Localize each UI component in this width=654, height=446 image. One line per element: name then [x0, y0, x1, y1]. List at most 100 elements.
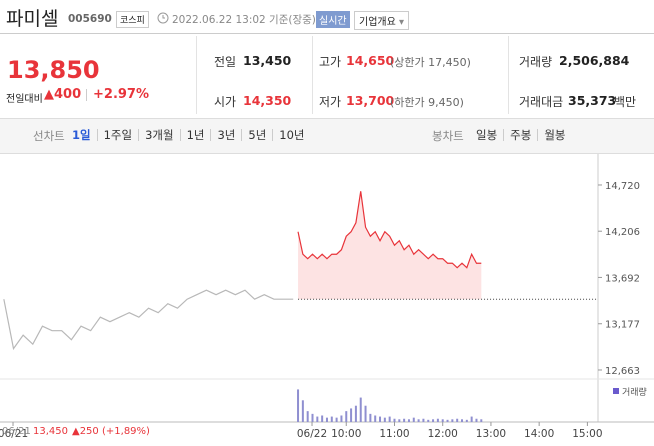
y-tick-label: 14,720: [605, 181, 640, 192]
column-separator: [196, 36, 197, 114]
current-price: 13,850: [7, 56, 100, 84]
volume-bar: [297, 389, 300, 422]
hover-change: ▲250: [72, 426, 99, 437]
y-tick-label: 12,663: [605, 366, 640, 377]
volume-bar: [354, 405, 357, 422]
volume-bar: [407, 419, 410, 422]
tab[interactable]: 5년: [241, 129, 272, 141]
volume-bar: [427, 419, 430, 422]
volume-bar: [306, 411, 309, 422]
volume-bar: [451, 419, 454, 422]
overview-label: 기업개요: [359, 17, 396, 28]
volume-bar: [422, 418, 425, 422]
x-tick-label: 11:00: [379, 428, 409, 440]
x-tick-label: 13:00: [476, 428, 506, 440]
tab[interactable]: 1일: [72, 128, 91, 142]
quote-label: 시가: [214, 95, 237, 109]
volume-bar: [311, 413, 314, 422]
x-tick-label: 10:00: [331, 428, 361, 440]
volume-bar: [403, 418, 406, 422]
volume-bar: [393, 418, 396, 422]
tab[interactable]: 일봉: [476, 128, 498, 142]
volume-bar: [335, 417, 338, 422]
change-rate: +2.97%: [93, 87, 149, 102]
candle-tabs: 일봉 주봉 월봉: [470, 129, 572, 141]
hover-rate: (+1,89%): [102, 426, 150, 437]
quote-unit: 백만: [614, 95, 637, 109]
tab-bar: [0, 118, 654, 154]
x-tick-label: 12:00: [428, 428, 458, 440]
column-separator: [312, 36, 313, 114]
volume-bar: [364, 405, 367, 422]
quote-value: 2,506,884: [559, 53, 630, 68]
tab[interactable]: 3개월: [138, 129, 179, 141]
quote-value: 13,700: [346, 93, 395, 108]
tab[interactable]: 월봉: [537, 129, 571, 141]
overview-dropdown[interactable]: 기업개요 ▾: [354, 11, 410, 30]
quote-value: 14,650: [346, 53, 395, 68]
volume-bar: [340, 415, 343, 422]
y-tick-label: 13,692: [605, 273, 640, 284]
quote-value: 35,373: [568, 93, 617, 108]
market-badge: 코스피: [116, 11, 149, 28]
quote-label: 고가: [319, 55, 342, 69]
hover-date: 06/21: [2, 426, 31, 437]
x-tick-label: 06/22: [297, 428, 327, 440]
clock-icon: [157, 12, 169, 24]
volume-bar: [316, 416, 319, 422]
quote-value: 14,350: [243, 93, 292, 108]
volume-bar: [379, 416, 382, 422]
quote-note: (하한가 9,450): [390, 96, 464, 109]
legend-swatch: [613, 388, 619, 394]
change-label: 전일대비: [6, 94, 43, 105]
x-tick-label: 15:00: [572, 428, 602, 440]
tab[interactable]: 3년: [210, 129, 241, 141]
x-tick-label: 14:00: [524, 428, 554, 440]
volume-bar: [383, 417, 386, 422]
volume-bar: [480, 419, 483, 422]
hover-price: 13,450: [33, 426, 68, 437]
volume-bar: [461, 419, 464, 422]
quote-label: 저가: [319, 95, 342, 109]
volume-bar: [398, 419, 401, 422]
tab-group-label: 선차트: [33, 129, 65, 143]
volume-bar: [465, 419, 468, 422]
volume-bar: [325, 417, 328, 422]
volume-bar: [301, 400, 304, 422]
volume-bar: [412, 417, 415, 422]
x-tick-label: 06/21: [0, 428, 28, 440]
divider: [0, 33, 654, 34]
tab[interactable]: 1년: [179, 129, 211, 141]
volume-bar: [321, 415, 324, 422]
stock-name: 파미셀: [6, 8, 59, 30]
volume-bar: [359, 397, 362, 422]
tab[interactable]: 주봉: [503, 129, 537, 141]
volume-bar: [436, 418, 439, 422]
volume-bar: [441, 419, 444, 422]
column-separator: [508, 36, 509, 114]
change: ▲400: [44, 87, 82, 102]
area-fill: [298, 191, 482, 300]
y-tick-label: 14,206: [605, 227, 640, 238]
period-tabs: 1일 1주일 3개월 1년 3년 5년 10년: [66, 129, 311, 141]
timestamp: 2022.06.22 13:02 기준(장중): [172, 14, 316, 26]
realtime-button[interactable]: 실시간: [316, 11, 350, 28]
tab[interactable]: 10년: [272, 129, 310, 141]
volume-bar: [432, 419, 435, 422]
volume-bar: [350, 408, 353, 422]
volume-bar: [388, 416, 391, 422]
volume-bar: [475, 418, 478, 422]
tab[interactable]: 1주일: [96, 129, 138, 141]
stock-code: 005690: [68, 13, 112, 25]
volume-bar: [345, 411, 348, 422]
legend-label: 거래량: [622, 386, 647, 398]
quote-label: 거래량: [519, 55, 553, 69]
volume-bar: [374, 415, 377, 422]
tab-group-label: 봉차트: [432, 129, 464, 143]
volume-bar: [417, 419, 420, 422]
volume-bar: [470, 416, 473, 422]
quote-value: 13,450: [243, 53, 292, 68]
volume-bar: [330, 416, 333, 422]
